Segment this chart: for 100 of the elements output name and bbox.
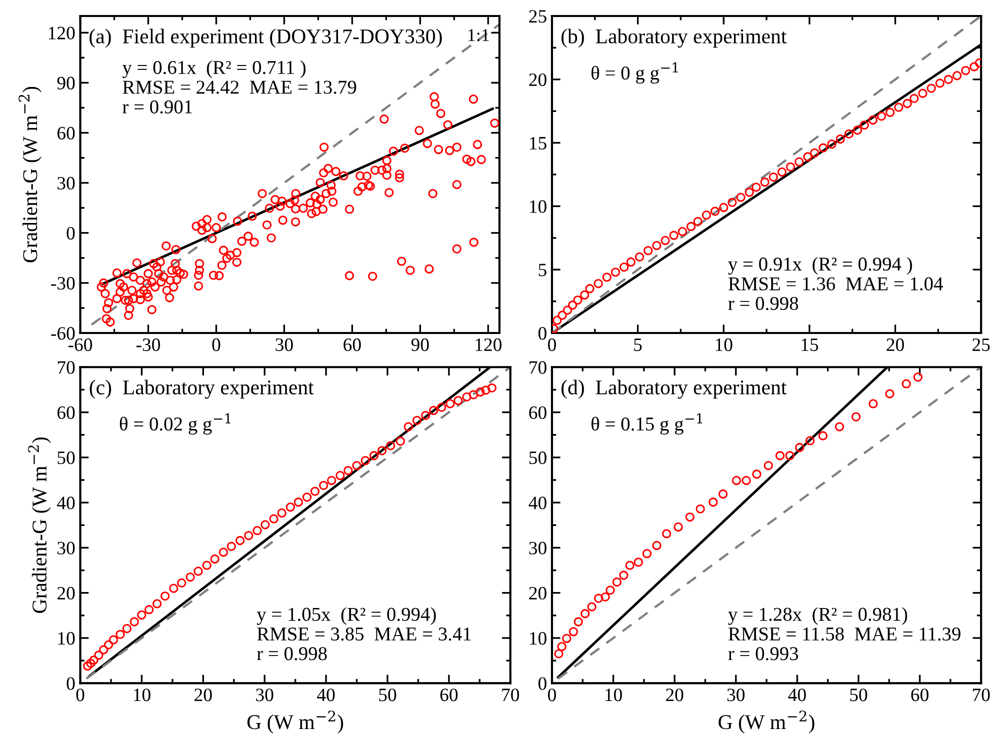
text: θ = 0 g g$^{−1}$ — [592, 62, 678, 84]
point — [487, 383, 497, 392]
point — [693, 216, 702, 226]
x-axis-title: G (W m$^{−2}$) — [247, 710, 344, 734]
x-tick-label: 50 — [850, 688, 868, 702]
point — [777, 167, 787, 177]
x-tick-label: 60 — [344, 338, 361, 352]
point — [235, 536, 245, 546]
point — [674, 522, 683, 532]
y-tick-label: -60 — [51, 327, 75, 340]
point — [926, 84, 936, 93]
point — [377, 446, 387, 456]
x-tick-label: 90 — [411, 338, 429, 352]
point — [476, 387, 485, 397]
y-tick-label: 20 — [529, 73, 546, 86]
point — [269, 514, 278, 524]
point — [594, 278, 603, 288]
point — [902, 98, 912, 108]
y-tick-label: 0 — [66, 226, 75, 240]
y-tick-label: 70 — [530, 361, 546, 374]
point — [420, 410, 430, 420]
point — [226, 542, 236, 551]
x-tick-label: 40 — [788, 688, 806, 702]
point — [137, 610, 146, 620]
point — [600, 592, 610, 602]
y-tick-label: 40 — [57, 496, 75, 510]
y-tick-label: -30 — [51, 277, 75, 290]
point — [194, 566, 203, 576]
annotation: y = 0.91x (R² = 0.994 ) — [728, 256, 912, 275]
annotation: r = 0.998 — [257, 647, 327, 660]
y-axis-title: Gradient-G (W m$^{−2}$) — [18, 86, 42, 262]
point — [152, 599, 162, 608]
point — [902, 379, 911, 388]
point — [652, 540, 662, 550]
point — [851, 412, 861, 422]
point — [202, 560, 212, 570]
point — [827, 140, 836, 149]
point — [294, 498, 303, 507]
point — [580, 290, 590, 300]
point — [803, 152, 812, 162]
point — [795, 442, 804, 452]
point — [696, 504, 705, 514]
point — [662, 529, 672, 538]
point — [732, 476, 742, 486]
point — [116, 630, 125, 639]
point — [574, 617, 583, 626]
text: θ = 0.02 g g$^{−1}$ — [120, 413, 230, 435]
point — [970, 62, 979, 72]
point — [868, 115, 878, 125]
point — [552, 316, 562, 325]
point — [177, 578, 186, 588]
point — [752, 182, 761, 192]
x-tick-label: 15 — [802, 338, 818, 352]
point — [468, 390, 478, 400]
point — [558, 310, 567, 320]
point — [652, 240, 662, 250]
point — [918, 88, 928, 98]
y-tick-label: 10 — [58, 632, 75, 645]
point — [744, 188, 754, 197]
y-tick-label: 30 — [58, 176, 75, 190]
point — [852, 126, 862, 135]
point — [764, 460, 773, 470]
x-tick-label: 0 — [548, 688, 556, 702]
point — [818, 431, 828, 440]
point — [562, 306, 572, 315]
x-axis-title: G (W m$^{−2}$) — [718, 710, 814, 734]
x-tick-label: 20 — [886, 338, 904, 352]
x-tick-label: 20 — [666, 688, 684, 702]
point — [619, 570, 628, 580]
x-tick-label: 30 — [727, 688, 745, 702]
x-tick-label: 10 — [606, 688, 622, 702]
point — [252, 526, 262, 536]
point — [836, 134, 845, 144]
point — [718, 489, 728, 499]
point — [669, 230, 678, 240]
point — [644, 246, 653, 256]
point — [557, 642, 566, 652]
point — [86, 658, 96, 668]
point — [626, 257, 636, 267]
x-tick-label: 120 — [476, 338, 502, 352]
point — [594, 594, 604, 603]
point — [961, 66, 970, 76]
point — [678, 226, 688, 236]
point — [310, 486, 320, 496]
x-tick-label: 5 — [634, 338, 642, 352]
point — [785, 451, 794, 460]
point — [660, 236, 670, 246]
point — [160, 591, 170, 601]
point — [844, 129, 854, 139]
point — [562, 634, 572, 644]
point — [602, 272, 612, 282]
x-tick-label: 0 — [76, 688, 84, 702]
point — [685, 512, 694, 522]
point — [352, 460, 362, 470]
point — [742, 476, 751, 486]
point — [952, 71, 962, 80]
point — [436, 402, 446, 412]
point — [876, 112, 886, 121]
point — [868, 399, 878, 408]
point — [708, 498, 718, 507]
